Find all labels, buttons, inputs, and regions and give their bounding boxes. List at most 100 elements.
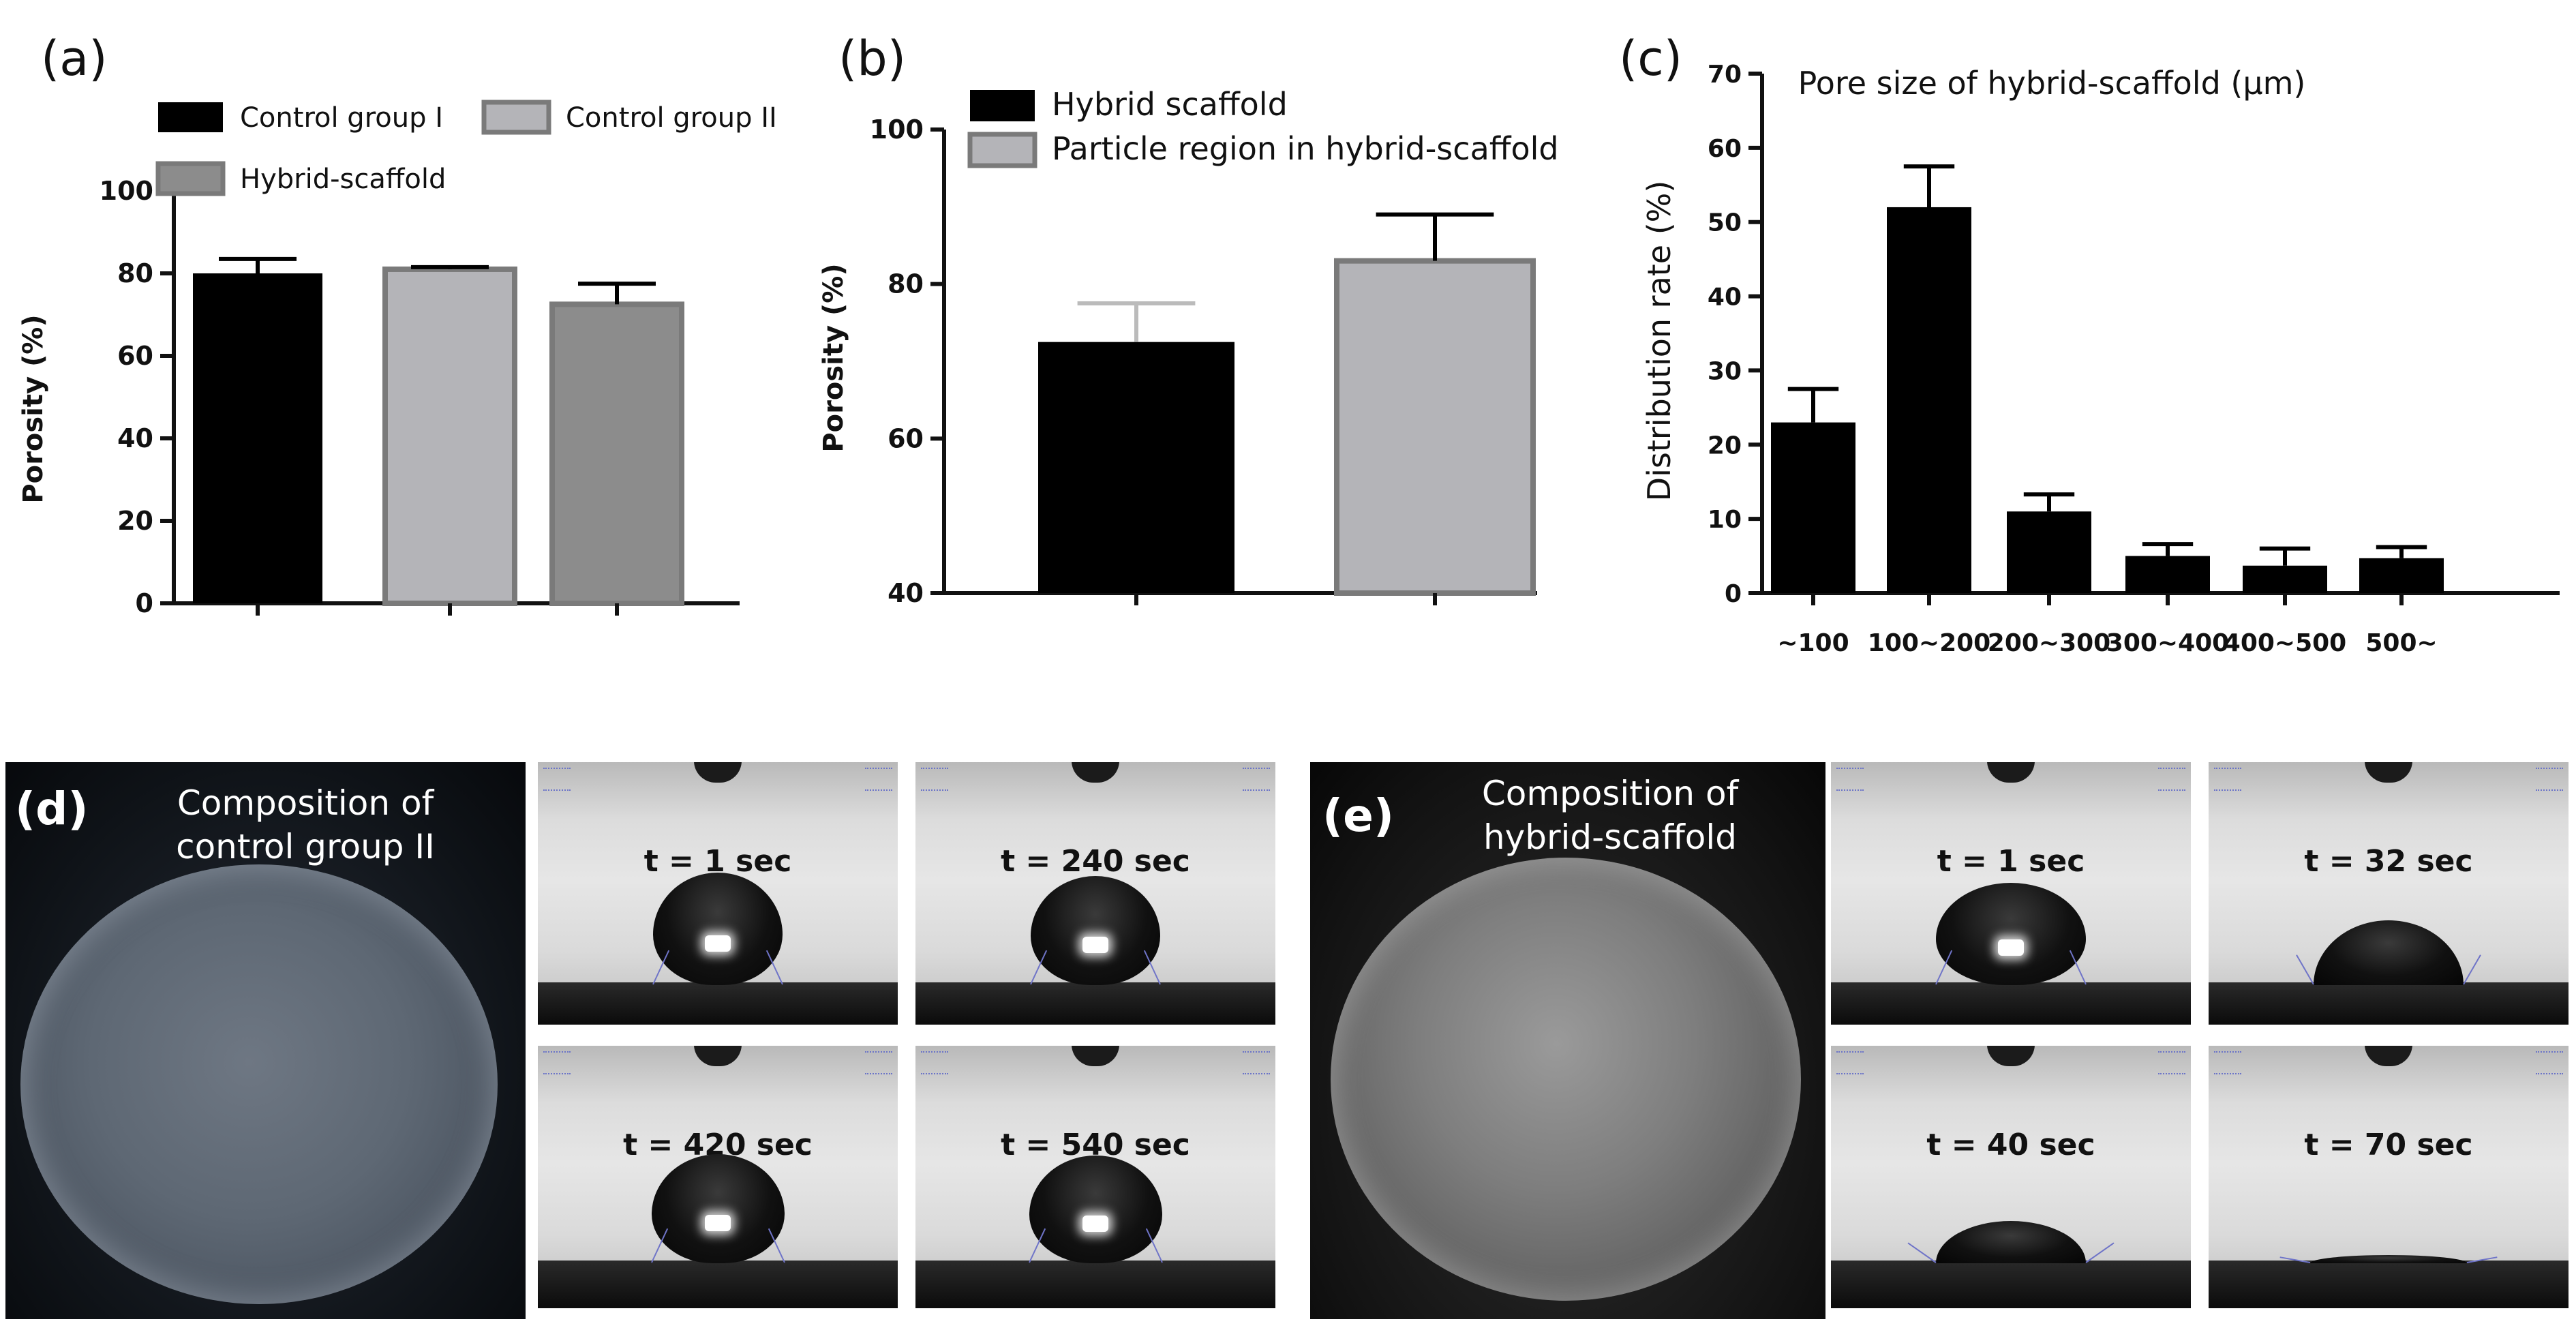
chart-a-legend-label: Control group II	[566, 102, 777, 134]
chart-c-bar	[2125, 556, 2210, 593]
chart-a-y-tick-label: 0	[136, 588, 153, 618]
chart-b-legend-swatch	[970, 90, 1035, 121]
measurement-overlay-right	[2536, 1051, 2563, 1074]
chart-a-legend-label: Hybrid-scaffold	[240, 164, 446, 195]
water-droplet	[653, 873, 783, 985]
syringe-needle-icon	[694, 1046, 742, 1066]
chart-a-y-tick-label: 60	[117, 341, 153, 371]
substrate-surface	[2209, 1261, 2569, 1308]
chart-b-legend-swatch	[967, 132, 1037, 168]
scaffold-disc-d	[20, 864, 498, 1304]
syringe-needle-icon	[1072, 762, 1119, 783]
water-droplet	[651, 1154, 785, 1263]
measurement-overlay-right	[2158, 768, 2185, 791]
droplet-frame: t = 40 sec	[1831, 1046, 2191, 1308]
chart-a-legend-swatch	[158, 102, 223, 132]
photo-e-caption: Composition of hybrid-scaffold	[1481, 774, 1739, 857]
chart-c-bar	[2007, 511, 2091, 593]
droplet-glare	[1082, 1215, 1108, 1232]
chart-a-y-axis-label: Porosity (%)	[18, 314, 49, 503]
substrate-surface	[915, 982, 1275, 1025]
chart-a-legend-swatch	[155, 161, 226, 196]
syringe-needle-icon	[694, 762, 742, 783]
photo-d-letter: (d)	[15, 783, 89, 835]
chart-c-x-tick-label: 400~500	[2224, 629, 2346, 657]
substrate-surface	[915, 1261, 1275, 1308]
water-droplet	[1031, 876, 1160, 985]
droplet-frame: t = 1 sec	[538, 762, 898, 1025]
chart-c-y-tick-label: 70	[1708, 61, 1742, 89]
chart-a-plot: 0 20 40 60 80 100 Control group I Control group…	[100, 100, 777, 618]
chart-b-plot: 40 60 80 100 Hybrid scaffold Particle region …	[870, 86, 1559, 608]
droplet-glare	[705, 1214, 731, 1231]
measurement-overlay-left	[2214, 768, 2241, 791]
measurement-overlay-right	[1243, 1051, 1270, 1074]
measurement-overlay-right	[865, 1051, 892, 1074]
chart-c-y-axis-label: Distribution rate (%)	[1641, 181, 1678, 502]
water-droplet	[1029, 1156, 1162, 1263]
photo-e-letter: (e)	[1322, 789, 1395, 842]
scaffold-disc-e	[1331, 858, 1801, 1301]
chart-a: (a) 0 20 40 60 80 100 Control group I Control g…	[18, 31, 777, 618]
droplet-glare	[1082, 936, 1108, 953]
substrate-surface	[1831, 1261, 2191, 1308]
chart-c-panel-letter: (c)	[1619, 31, 1682, 87]
scaffold-photo-d: (d) Composition of control group II	[5, 762, 526, 1319]
chart-c-plot: 0 10 20 30 40 50 60 70 ~100 100~200200~300300~400…	[1708, 61, 2560, 657]
droplet-glare	[705, 935, 731, 952]
chart-c-y-tick-label: 30	[1708, 357, 1742, 385]
syringe-needle-icon	[1987, 1046, 2035, 1066]
chart-c-y-tick-label: 0	[1725, 580, 1742, 608]
chart-c-bar	[2359, 558, 2444, 593]
droplet-frame: t = 420 sec	[538, 1046, 898, 1308]
measurement-overlay-left	[2214, 1051, 2241, 1074]
frame-time-label: t = 1 sec	[1937, 844, 2085, 879]
droplet-frame: t = 70 sec	[2209, 1046, 2569, 1308]
chart-b-y-tick-label: 40	[888, 578, 924, 608]
chart-c-x-tick-label: 300~400	[2106, 629, 2229, 657]
chart-a-y-tick-label: 80	[117, 258, 153, 288]
syringe-needle-icon	[1072, 1046, 1119, 1066]
chart-a-bar	[382, 266, 517, 606]
substrate-surface	[2209, 982, 2569, 1025]
chart-b-legend-label: Particle region in hybrid-scaffold	[1052, 130, 1559, 167]
measurement-overlay-right	[865, 768, 892, 791]
chart-b-bar	[1334, 258, 1536, 596]
droplet-frame: t = 32 sec	[2209, 762, 2569, 1025]
measurement-overlay-left	[543, 1051, 571, 1074]
chart-a-bar	[549, 301, 684, 606]
scaffold-photo-e: (e) Composition of hybrid-scaffold	[1310, 762, 1825, 1319]
syringe-needle-icon	[1987, 762, 2035, 783]
chart-c: (c) Pore size of hybrid-scaffold (μm) 0 1…	[1619, 31, 2560, 657]
chart-c-x-tick-label: ~100	[1777, 629, 1849, 657]
chart-a-panel-letter: (a)	[41, 31, 108, 87]
droplet-frame: t = 1 sec	[1831, 762, 2191, 1025]
syringe-needle-icon	[2365, 762, 2412, 783]
chart-b-y-tick-label: 80	[888, 269, 924, 299]
chart-c-bar	[1887, 207, 1971, 593]
measurement-overlay-left	[1836, 768, 1864, 791]
frame-time-label: t = 70 sec	[2304, 1128, 2473, 1162]
chart-b-y-tick-label: 100	[870, 115, 924, 145]
substrate-surface	[538, 982, 898, 1025]
measurement-overlay-left	[921, 1051, 948, 1074]
chart-b-y-axis-label: Porosity (%)	[818, 263, 849, 452]
water-droplet	[2314, 920, 2464, 985]
chart-a-bar	[193, 273, 322, 603]
frame-time-label: t = 240 sec	[1001, 844, 1190, 879]
chart-a-y-tick-label: 40	[117, 423, 153, 453]
measurement-overlay-left	[921, 768, 948, 791]
substrate-surface	[1831, 982, 2191, 1025]
chart-b-legend-label: Hybrid scaffold	[1052, 86, 1288, 123]
chart-c-y-tick-label: 40	[1708, 284, 1742, 312]
chart-c-y-tick-label: 10	[1708, 506, 1742, 534]
frame-time-label: t = 32 sec	[2304, 844, 2473, 879]
chart-c-x-tick-label: 200~300	[1988, 629, 2110, 657]
chart-a-y-tick-label: 20	[117, 506, 153, 536]
droplet-glare	[1998, 939, 2024, 956]
syringe-needle-icon	[2365, 1046, 2412, 1066]
chart-b-y-tick-label: 60	[888, 423, 924, 453]
frame-time-label: t = 40 sec	[1926, 1128, 2095, 1162]
substrate-surface	[538, 1261, 898, 1308]
